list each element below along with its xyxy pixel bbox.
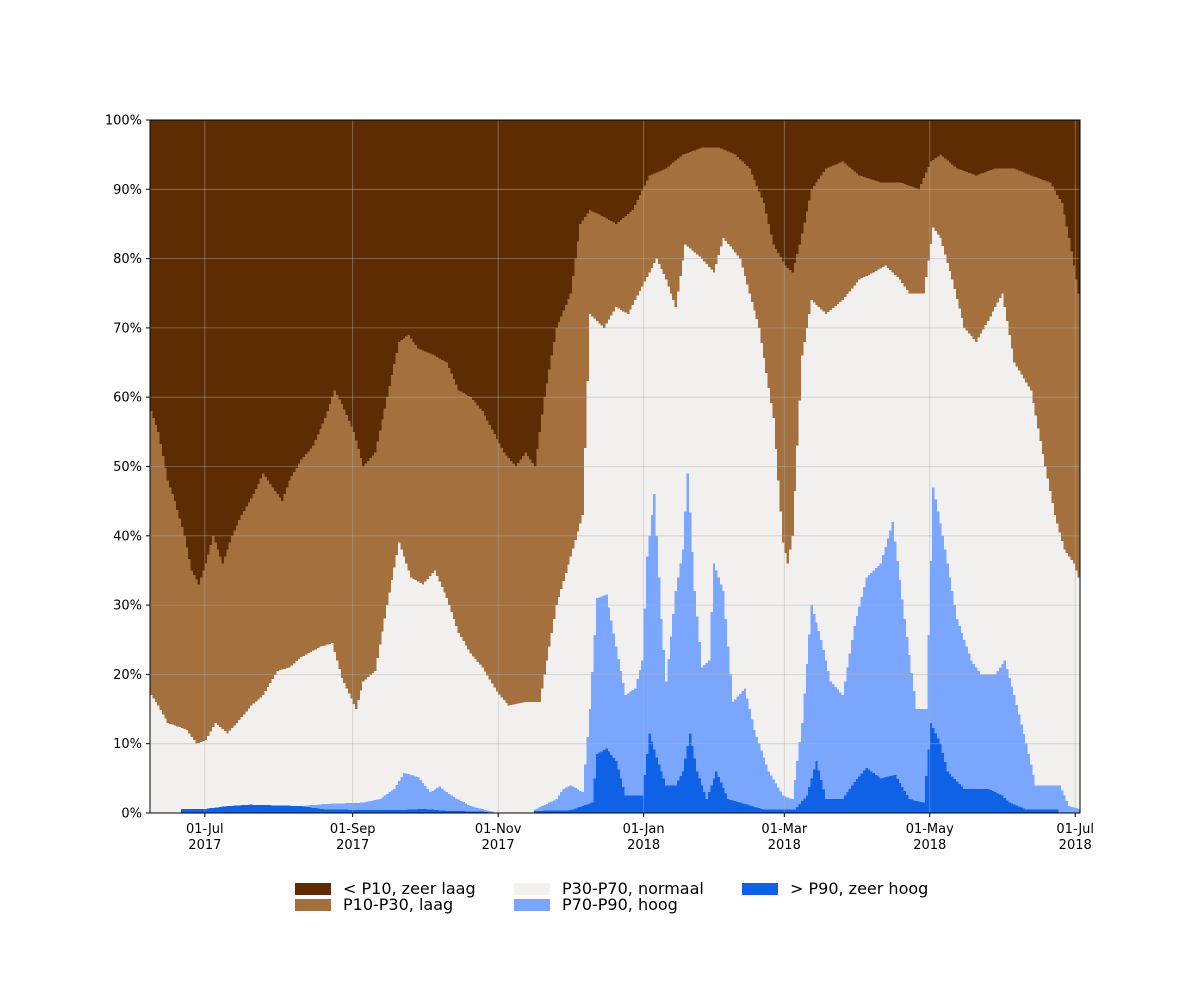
legend-swatch-zeer-laag: [295, 883, 331, 895]
y-tick-label: 80%: [113, 252, 142, 267]
y-tick-label: 70%: [113, 321, 142, 336]
x-tick-label: 01-Mar 2018: [761, 822, 807, 853]
x-tick-label: 01-Sep 2017: [330, 822, 376, 853]
y-tick-label: 100%: [105, 114, 142, 129]
x-tick-label: 01-Jan 2018: [623, 822, 665, 853]
legend-label-hoog: P70-P90, hoog: [562, 895, 678, 914]
stacked-area-layers: [150, 120, 1080, 813]
area-laag: [150, 147, 1080, 744]
x-tick-label: 01-May 2018: [906, 822, 954, 853]
legend-swatch-normaal: [514, 883, 550, 895]
x-tick-label: 01-Nov 2017: [475, 822, 522, 853]
legend: < P10, zeer laag P10-P30, laag P30-P70, …: [295, 880, 995, 916]
legend-label-zeer-hoog: > P90, zeer hoog: [790, 879, 929, 898]
y-tick-label: 20%: [113, 668, 142, 683]
y-axis: 0% 10% 20% 30% 40% 50% 60% 70% 80% 90% 100%: [105, 114, 150, 822]
legend-label-normaal: P30-P70, normaal: [562, 879, 704, 898]
legend-swatch-laag: [295, 899, 331, 911]
y-tick-label: 0%: [121, 807, 142, 822]
area-zeer-laag: [150, 120, 1080, 585]
legend-label-laag: P10-P30, laag: [343, 895, 454, 914]
y-tick-label: 50%: [113, 460, 142, 475]
area-normaal: [150, 227, 1080, 813]
y-tick-label: 30%: [113, 599, 142, 614]
legend-swatch-zeer-hoog: [742, 883, 778, 895]
area-zeer-hoog: [150, 722, 1080, 813]
area-hoog: [150, 473, 1080, 813]
y-tick-label: 90%: [113, 183, 142, 198]
legend-label-zeer-laag: < P10, zeer laag: [343, 879, 476, 898]
x-axis: 01-Jul 2017 01-Sep 2017 01-Nov 2017 01-Jan 2018…: [186, 813, 1094, 853]
y-tick-label: 10%: [113, 737, 142, 752]
y-tick-label: 60%: [113, 391, 142, 406]
x-tick-label: 01-Jul 2017: [186, 822, 224, 853]
legend-swatch-hoog: [514, 899, 550, 911]
y-tick-label: 40%: [113, 529, 142, 544]
x-tick-label: 01-Jul 2018: [1056, 822, 1094, 853]
